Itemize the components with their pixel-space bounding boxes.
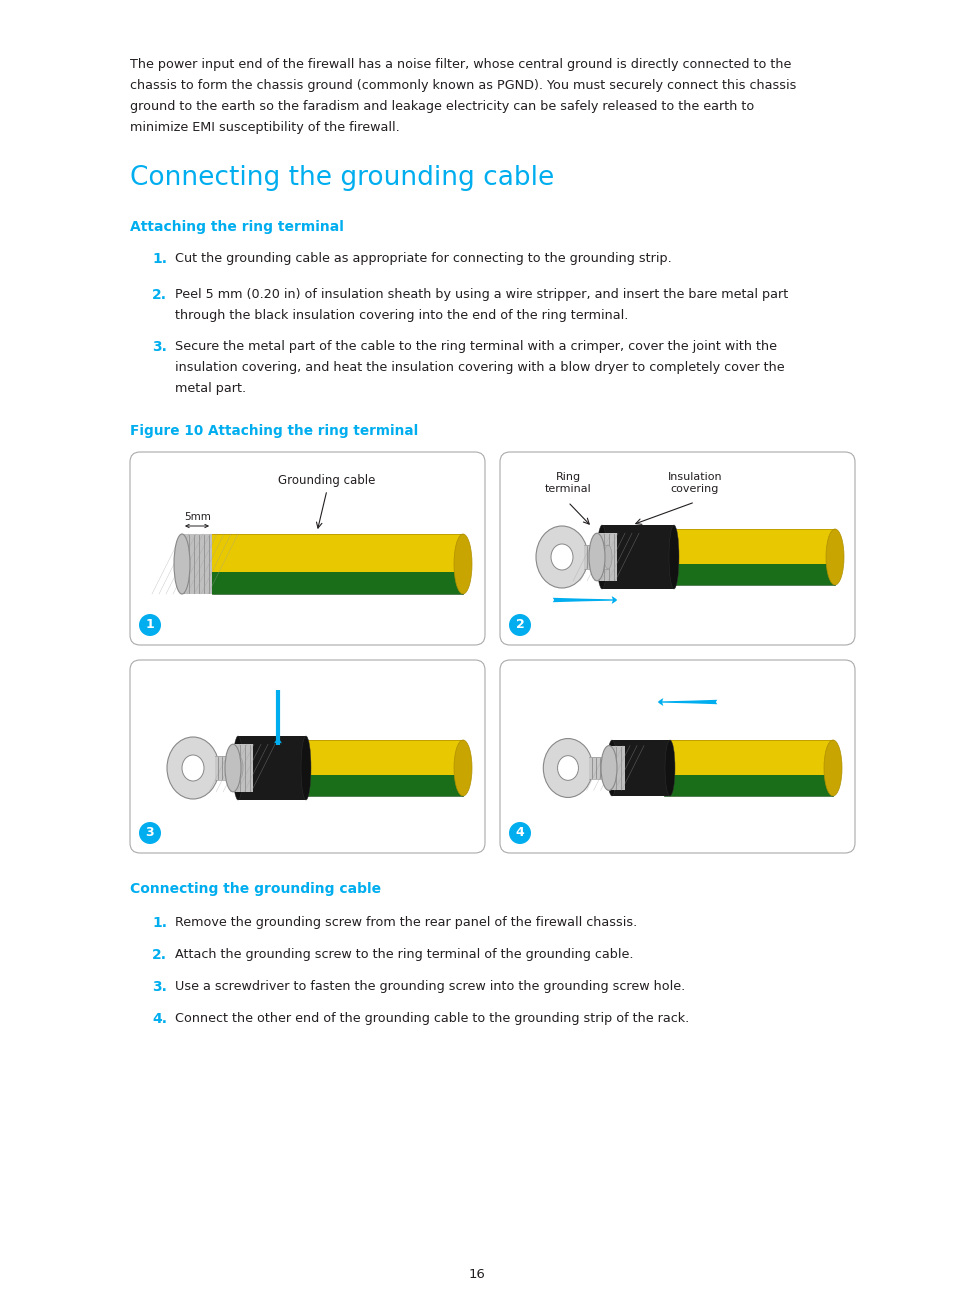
Polygon shape [214,756,239,780]
Polygon shape [212,572,462,594]
Text: 1: 1 [146,618,154,631]
Text: 1.: 1. [152,916,167,931]
Polygon shape [588,757,611,779]
Text: Connect the other end of the grounding cable to the grounding strip of the rack.: Connect the other end of the grounding c… [174,1012,688,1025]
Polygon shape [612,740,669,796]
Ellipse shape [454,740,472,796]
Text: Grounding cable: Grounding cable [278,474,375,487]
Polygon shape [182,534,212,594]
Ellipse shape [542,739,592,797]
Ellipse shape [225,744,241,792]
Text: 2.: 2. [152,288,167,302]
Ellipse shape [664,740,675,796]
Text: Peel 5 mm (0.20 in) of insulation sheath by using a wire stripper, and insert th: Peel 5 mm (0.20 in) of insulation sheath… [174,288,787,301]
Polygon shape [212,534,462,572]
Ellipse shape [182,756,204,781]
Text: Figure 10 Attaching the ring terminal: Figure 10 Attaching the ring terminal [130,424,417,438]
Text: Use a screwdriver to fasten the grounding screw into the grounding screw hole.: Use a screwdriver to fasten the groundin… [174,980,684,993]
Text: 2: 2 [515,618,524,631]
Ellipse shape [234,756,243,780]
Text: through the black insulation covering into the end of the ring terminal.: through the black insulation covering in… [174,308,628,321]
Text: 5mm: 5mm [184,512,211,522]
Polygon shape [663,740,832,775]
Ellipse shape [454,534,472,594]
Ellipse shape [301,736,311,800]
Ellipse shape [607,757,615,779]
Text: 4: 4 [515,827,524,840]
Ellipse shape [603,546,612,569]
Circle shape [509,614,531,636]
Text: 2.: 2. [152,947,167,962]
Ellipse shape [173,534,190,594]
Text: Ring
terminal: Ring terminal [544,472,591,494]
Polygon shape [601,525,673,588]
Polygon shape [583,546,607,569]
Text: ground to the earth so the faradism and leakage electricity can be safely releas: ground to the earth so the faradism and … [130,100,754,113]
Text: Remove the grounding screw from the rear panel of the firewall chassis.: Remove the grounding screw from the rear… [174,916,637,929]
Ellipse shape [233,736,243,800]
Polygon shape [608,745,624,791]
Text: The power input end of the firewall has a noise filter, whose central ground is : The power input end of the firewall has … [130,58,791,71]
Ellipse shape [823,740,841,796]
Text: 3.: 3. [152,340,167,354]
FancyBboxPatch shape [130,452,484,645]
FancyBboxPatch shape [130,660,484,853]
Text: 3: 3 [146,827,154,840]
Ellipse shape [588,533,604,581]
FancyBboxPatch shape [499,452,854,645]
Text: 3.: 3. [152,980,167,994]
Text: Connecting the grounding cable: Connecting the grounding cable [130,165,554,191]
Text: minimize EMI susceptibility of the firewall.: minimize EMI susceptibility of the firew… [130,121,399,133]
Circle shape [139,822,161,844]
Text: Secure the metal part of the cable to the ring terminal with a crimper, cover th: Secure the metal part of the cable to th… [174,340,776,353]
Polygon shape [237,736,306,800]
Text: 1.: 1. [152,251,167,266]
Text: Attaching the ring terminal: Attaching the ring terminal [130,220,343,235]
Text: insulation covering, and heat the insulation covering with a blow dryer to compl: insulation covering, and heat the insula… [174,362,783,375]
Ellipse shape [600,745,617,791]
Ellipse shape [551,544,573,570]
Polygon shape [297,740,462,775]
Text: 4.: 4. [152,1012,167,1026]
Text: chassis to form the chassis ground (commonly known as PGND). You must securely c: chassis to form the chassis ground (comm… [130,79,796,92]
Polygon shape [297,775,462,796]
Circle shape [139,614,161,636]
Ellipse shape [167,737,219,800]
Ellipse shape [597,525,606,588]
Text: metal part.: metal part. [174,382,246,395]
Text: Insulation
covering: Insulation covering [667,472,721,494]
Ellipse shape [557,756,578,780]
Ellipse shape [606,740,617,796]
Polygon shape [665,564,834,584]
Polygon shape [665,529,834,564]
Ellipse shape [536,526,587,588]
Ellipse shape [668,525,679,588]
Polygon shape [233,744,253,792]
Circle shape [509,822,531,844]
Ellipse shape [825,529,843,584]
Text: 16: 16 [468,1267,485,1280]
Text: Attach the grounding screw to the ring terminal of the grounding cable.: Attach the grounding screw to the ring t… [174,947,633,962]
Text: Connecting the grounding cable: Connecting the grounding cable [130,883,381,896]
Text: Cut the grounding cable as appropriate for connecting to the grounding strip.: Cut the grounding cable as appropriate f… [174,251,671,264]
FancyBboxPatch shape [499,660,854,853]
Polygon shape [663,775,832,796]
Polygon shape [597,533,617,581]
